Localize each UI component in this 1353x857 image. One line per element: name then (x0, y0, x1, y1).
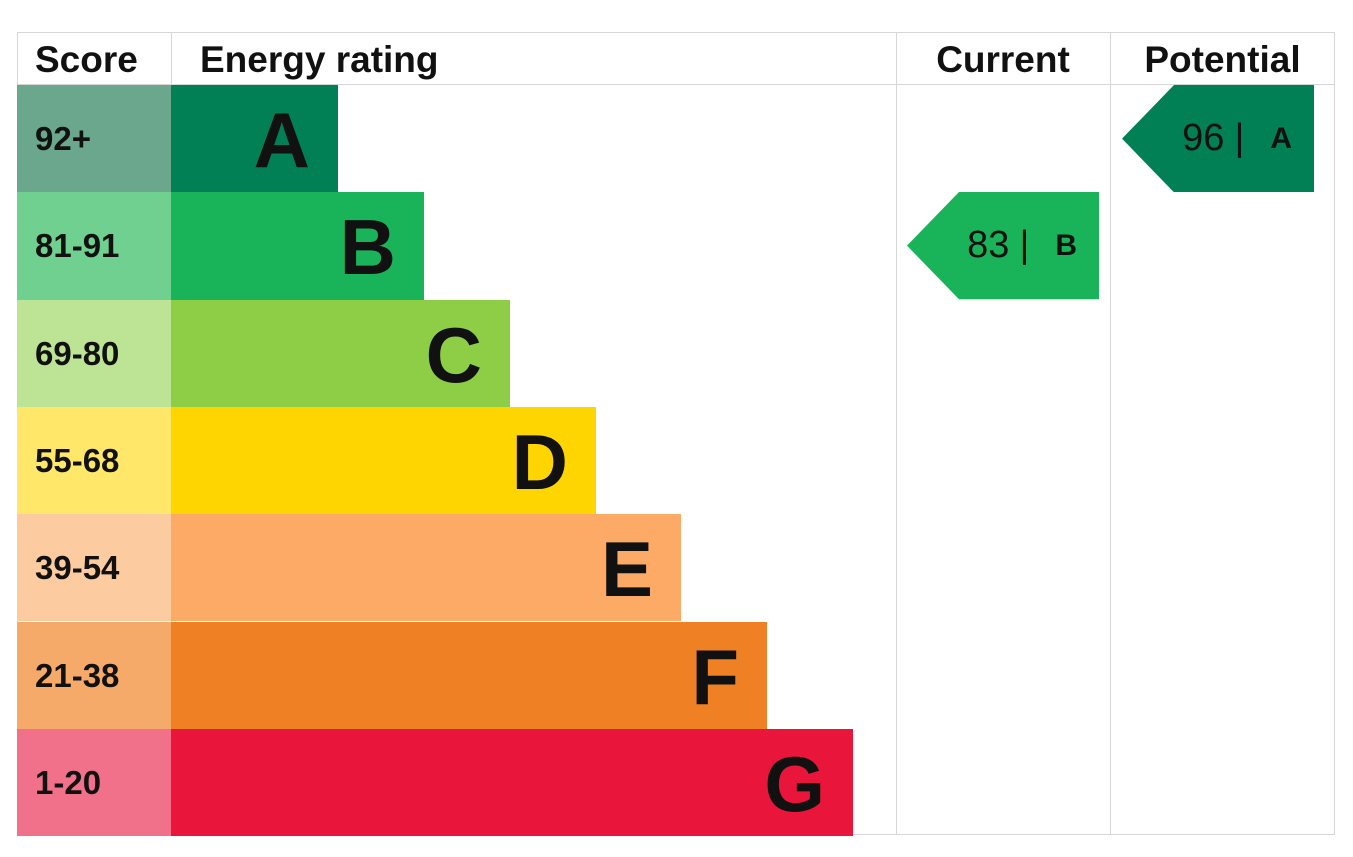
potential-rating-arrow (1122, 85, 1314, 193)
score-band-c: 69-80 (17, 299, 171, 407)
separator: | (1234, 117, 1245, 160)
current-score-value: 83 (967, 224, 1010, 267)
rating-bar-e (171, 514, 681, 622)
rating-bar-g (171, 728, 853, 837)
score-band-e: 39-54 (17, 514, 171, 622)
rating-bar-d (171, 406, 596, 515)
header-potential: Potential (1144, 39, 1301, 80)
header-energy-rating: Energy rating (200, 39, 439, 80)
rating-letter-d: D (511, 417, 568, 506)
rating-letter-a: A (253, 96, 310, 184)
score-band-b: 81-91 (17, 192, 171, 300)
rating-bar-a (171, 85, 338, 193)
header-score: Score (35, 39, 138, 80)
score-band-d: 55-68 (17, 406, 171, 515)
rating-letter-b: B (339, 203, 396, 292)
score-band-a: 92+ (17, 85, 171, 193)
rating-letter-e: E (600, 525, 653, 614)
potential-arrow-shape (1122, 85, 1314, 193)
rating-letter-c: C (425, 310, 482, 399)
score-band-g: 1-20 (17, 728, 171, 837)
rating-letter-g: G (764, 739, 825, 828)
current-rating-arrow (907, 192, 1099, 300)
potential-rating-letter: A (1270, 121, 1292, 155)
header-divider (17, 84, 1335, 85)
rating-bar-c (171, 299, 510, 407)
potential-rating-label: 96 | A (1122, 85, 1292, 192)
rating-bar-b (171, 192, 424, 300)
column-divider (896, 32, 897, 835)
column-divider (1110, 32, 1111, 835)
rating-letter-f: F (691, 632, 739, 721)
separator: | (1019, 224, 1030, 267)
current-rating-label: 83 | B (907, 192, 1077, 299)
header-current: Current (936, 39, 1070, 80)
potential-score-value: 96 (1182, 117, 1225, 160)
current-rating-letter: B (1055, 228, 1077, 262)
score-band-f: 21-38 (17, 621, 171, 729)
rating-bar-f (171, 621, 767, 729)
current-arrow-shape (907, 192, 1099, 300)
